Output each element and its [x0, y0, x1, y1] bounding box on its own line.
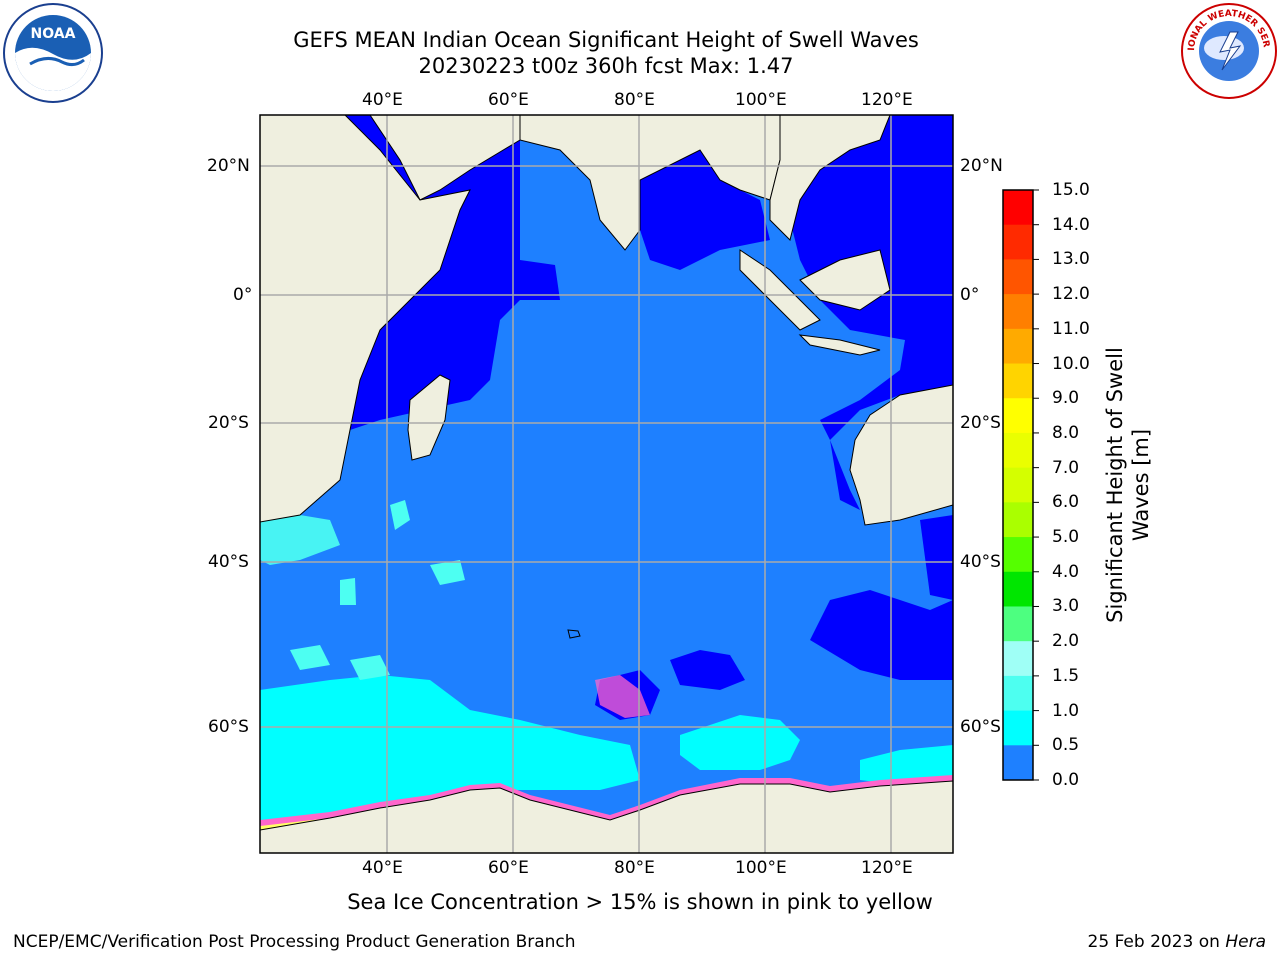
- left-lat-label: 20°N: [207, 156, 250, 176]
- cyan-southern-band: [260, 675, 640, 830]
- deep-blue-arabian-sea: [345, 115, 560, 430]
- colorbar-segment: [1003, 363, 1033, 399]
- land-indochina: [769, 115, 891, 241]
- colorbar-segment: [1003, 467, 1033, 503]
- national-weather-service-logo-icon: NATIONAL WEATHER SERVICE: [1180, 2, 1277, 99]
- right-lat-label: 20°N: [960, 156, 1003, 176]
- top-lon-label: 80°E: [614, 90, 655, 110]
- colorbar-tick-label: 0.5: [1052, 735, 1080, 756]
- colorbar-segment: [1003, 710, 1033, 746]
- colorbar-frame: [1002, 189, 1034, 781]
- colorbar-segment: [1003, 328, 1033, 365]
- colorbar-tick-label: 13.0: [1052, 249, 1090, 270]
- map-frame: [259, 114, 954, 854]
- chart-title: GEFS MEAN Indian Ocean Significant Heigh…: [293, 28, 919, 52]
- land-sumatra: [739, 249, 821, 331]
- map-area: [260, 115, 953, 853]
- colorbar-segment: [1003, 745, 1033, 781]
- colorbar-title-line2: Waves [m]: [1129, 428, 1153, 542]
- colorbar-segment: [1003, 675, 1033, 712]
- colorbar-segment: [1003, 259, 1033, 295]
- chart-subtitle: 20230223 t00z 360h fcst Max: 1.47: [418, 54, 794, 78]
- colorbar-tick-label: 0.0: [1052, 770, 1080, 790]
- deep-blue-maritime-continent: [770, 115, 953, 510]
- noaa-logo-text: NOAA: [31, 26, 76, 42]
- sea-ice-kerguelen: [595, 675, 650, 718]
- right-lat-label: 20°S: [960, 413, 1001, 433]
- colorbar-title-line1: Significant Height of Swell: [1103, 347, 1127, 623]
- top-lon-label: 60°E: [488, 90, 529, 110]
- colorbar-tick-label: 1.5: [1052, 665, 1080, 686]
- land-java: [798, 334, 881, 356]
- noaa-logo-icon: NOAA: [3, 3, 103, 103]
- colorbar-tick-label: 8.0: [1052, 422, 1080, 443]
- colorbar-tick-label: 2.0: [1052, 631, 1080, 652]
- bottom-lon-label: 100°E: [735, 858, 787, 878]
- colorbar-segment: [1003, 224, 1033, 260]
- colorbar-segment: [1003, 641, 1033, 677]
- right-lat-label: 0°: [960, 285, 980, 305]
- deep-blue-bay-of-bengal: [640, 150, 770, 270]
- colorbar-segment: [1003, 190, 1033, 226]
- colorbar-tick-label: 10.0: [1052, 353, 1090, 374]
- right-lat-label: 40°S: [960, 552, 1001, 572]
- bottom-lon-label: 40°E: [362, 858, 403, 878]
- colorbar-tick-label: 6.0: [1052, 492, 1080, 513]
- bottom-lon-label: 80°E: [614, 858, 655, 878]
- land-antarctica: [260, 780, 953, 853]
- left-lat-label: 60°S: [208, 717, 249, 737]
- colorbar-tick-label: 11.0: [1052, 318, 1090, 339]
- land-madagascar: [407, 374, 451, 461]
- right-lat-label: 60°S: [960, 717, 1001, 737]
- footer-credit: NCEP/EMC/Verification Post Processing Pr…: [13, 932, 576, 952]
- footer-machine: Hera: [1225, 932, 1266, 952]
- land-australia: [849, 384, 953, 526]
- colorbar-tick-label: 12.0: [1052, 284, 1090, 305]
- kerguelen-island: [567, 629, 581, 639]
- colorbar-tick-label: 15.0: [1052, 180, 1090, 200]
- colorbar-segment: [1003, 294, 1033, 330]
- colorbar-segment: [1003, 398, 1033, 434]
- deep-blue-southeast: [810, 590, 953, 680]
- sea-ice-note: Sea Ice Concentration > 15% is shown in …: [347, 890, 933, 914]
- left-lat-label: 0°: [233, 285, 253, 305]
- footer-date-text: 25 Feb 2023 on: [1087, 932, 1226, 952]
- colorbar-title: Significant Height of Swell Waves [m]: [1102, 325, 1154, 645]
- colorbar-tick-label: 9.0: [1052, 388, 1080, 409]
- footer-date: 25 Feb 2023 on Hera: [1088, 932, 1266, 952]
- left-lat-label: 40°S: [208, 552, 249, 572]
- colorbar-tick-label: 3.0: [1052, 596, 1080, 617]
- colorbar-segment: [1003, 502, 1033, 538]
- colorbar-segment: [1003, 571, 1033, 607]
- colorbar-segment: [1003, 432, 1033, 469]
- colorbar-tick-label: 1.0: [1052, 700, 1080, 721]
- left-lat-label: 20°S: [208, 413, 249, 433]
- colorbar-tick-label: 14.0: [1052, 214, 1090, 235]
- deep-blue-south-patch: [670, 650, 745, 690]
- colorbar: [1002, 189, 1039, 781]
- bottom-lon-label: 60°E: [488, 858, 529, 878]
- bottom-lon-label: 120°E: [861, 858, 913, 878]
- colorbar-segment: [1003, 606, 1033, 642]
- top-lon-label: 100°E: [735, 90, 787, 110]
- grid-lines: [260, 115, 953, 853]
- colorbar-segment: [1003, 537, 1033, 573]
- colorbar-tick-label: 4.0: [1052, 561, 1080, 582]
- colorbar-tick-label: 7.0: [1052, 457, 1080, 478]
- top-lon-label: 120°E: [861, 90, 913, 110]
- top-lon-label: 40°E: [362, 90, 403, 110]
- colorbar-tick-label: 5.0: [1052, 527, 1080, 548]
